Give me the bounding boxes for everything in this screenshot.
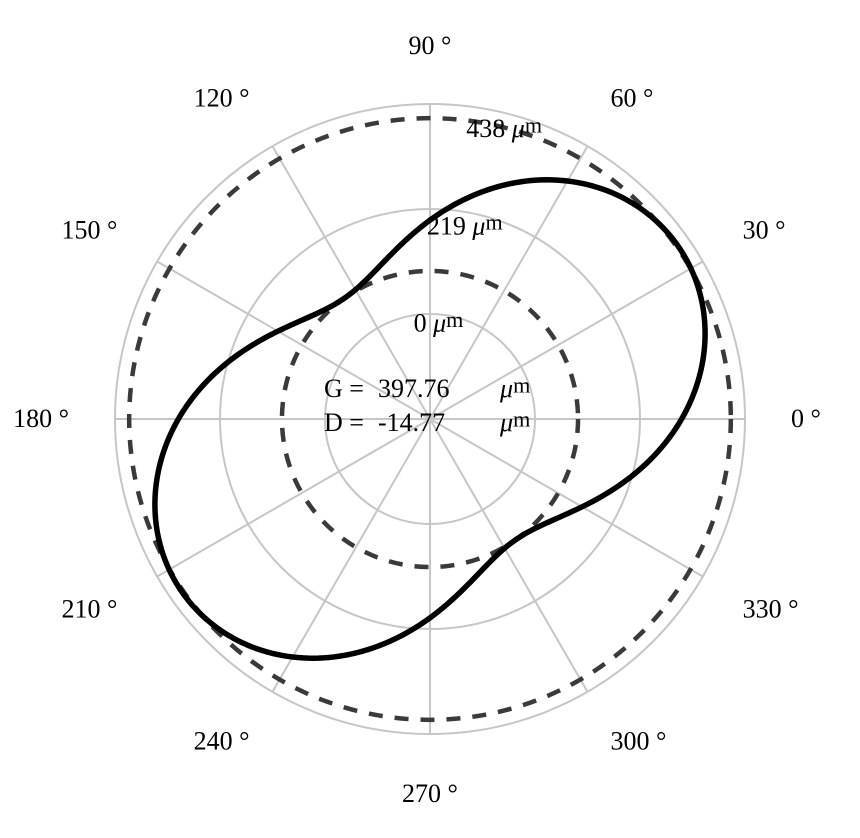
angle-tick-label: 30 ° xyxy=(743,216,786,245)
grid-spoke xyxy=(430,419,703,577)
center-annotation: G =397.76 μm D =-14.77 μm xyxy=(324,372,530,437)
center-line-g: G =397.76 xyxy=(324,374,450,403)
angle-tick-label: 90 ° xyxy=(409,31,452,60)
grid-spoke xyxy=(273,419,431,692)
grid-spoke xyxy=(430,419,588,692)
angle-tick-label: 210 ° xyxy=(61,595,117,624)
angle-tick-label: 150 ° xyxy=(61,216,117,245)
radial-tick-label: 0 μm xyxy=(414,307,464,338)
angle-tick-label: 270 ° xyxy=(402,779,458,808)
angle-tick-label: 120 ° xyxy=(194,83,250,112)
radial-tick-label: 219 μm xyxy=(427,210,503,241)
angle-tick-label: 240 ° xyxy=(194,727,250,756)
angle-tick-label: 300 ° xyxy=(611,727,667,756)
polar-chart: 0 ° 30 ° 60 ° 90 ° 120 ° 150 ° 180 ° 210 ° 240 °… xyxy=(0,0,860,838)
radial-labels: 0 μm 219 μm 438 μm xyxy=(414,112,542,337)
angle-tick-label: 60 ° xyxy=(611,83,654,112)
center-unit: μm xyxy=(499,406,530,437)
angle-tick-label: 180 ° xyxy=(13,404,69,433)
grid-spoke xyxy=(157,419,430,577)
center-line-d: D =-14.77 xyxy=(324,408,445,437)
angle-tick-label: 0 ° xyxy=(791,404,821,433)
angle-tick-label: 330 ° xyxy=(743,595,799,624)
center-unit: μm xyxy=(499,372,530,403)
radial-tick-label: 438 μm xyxy=(466,112,542,143)
grid-spoke xyxy=(430,262,703,420)
